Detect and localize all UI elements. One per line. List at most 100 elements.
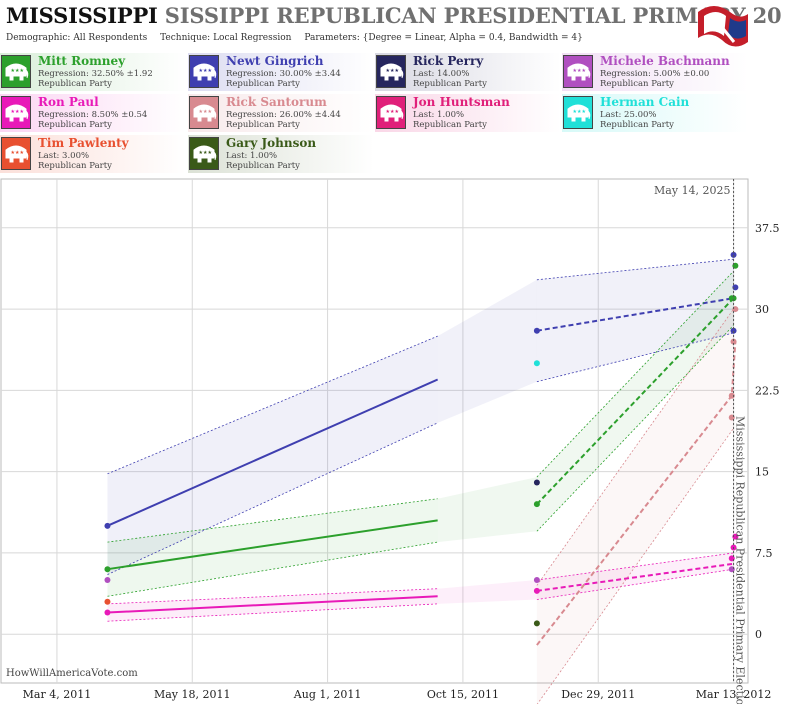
y-tick-label: 37.5 [755,222,780,235]
poll-point [104,609,111,616]
y-tick-label: 7.5 [755,547,773,560]
page-title: MISSISSIPPI SISSIPPI REPUBLICAN PRESIDEN… [6,3,782,28]
elephant-icon: ★★★ [563,55,593,88]
elephant-icon: ★★★ [189,55,219,88]
candidate-card[interactable]: ★★★ Tim Pawlenty Last: 3.00% Republican Par… [0,135,186,173]
candidate-party: Republican Party [226,79,300,89]
candidate-name: Michele Bachmann [600,54,730,68]
parameters-value: {Degree = Linear, Alpha = 0.4, Bandwidth… [362,33,583,43]
svg-text:★★★: ★★★ [11,109,25,115]
poll-point [730,338,737,345]
poll-point [104,522,111,529]
poll-point [533,479,540,486]
flag-icon [698,6,748,47]
poll-point [104,577,111,584]
y-tick-label: 0 [755,628,762,641]
projection-upper-line [536,552,734,581]
candidate-stat: Regression: 5.00% ±0.00 [600,69,710,79]
parameters-line: Demographic: All Respondents Technique: … [6,33,583,43]
band-upper-line [107,588,438,605]
projection-lower-line [536,332,734,383]
election-label: Mississippi Republican Presidential Prim… [734,416,747,704]
projection-line [536,562,734,592]
elephant-icon: ★★★ [1,96,31,129]
candidate-party: Republican Party [38,79,112,89]
confidence-band [107,336,438,575]
candidate-stat: Last: 3.00% [38,151,90,161]
candidate-stat: Regression: 30.00% ±3.44 [226,69,341,79]
poll-point [533,587,540,594]
elephant-icon: ★★★ [1,137,31,170]
x-tick-label: Mar 4, 2011 [23,688,92,701]
title-rest: SISSIPPI REPUBLICAN PRESIDENTIAL PRIMARY… [164,3,782,28]
projection-band [536,309,734,704]
poll-point [104,598,111,605]
candidate-party: Republican Party [38,161,112,171]
candidate-party: Republican Party [226,161,300,171]
projection-upper-line [536,258,734,281]
poll-point [533,360,540,367]
candidate-card[interactable]: ★★★ Rick Santorum Regression: 26.00% ±4.44… [188,94,374,132]
candidate-name: Mitt Romney [38,54,126,68]
svg-text:★★★: ★★★ [199,109,213,115]
parameters-label: Parameters: [304,33,360,43]
candidate-name: Rick Santorum [226,95,327,109]
candidate-card[interactable]: ★★★ Newt Gingrich Regression: 30.00% ±3.44… [188,53,374,91]
poll-chart: Mar 4, 2011 May 18, 2011 Aug 1, 2011 Oct 15… [0,178,780,704]
projection-lower-line [536,568,734,600]
projection-band [536,259,734,382]
current-date-label: May 14, 2025 [654,184,731,197]
candidate-name: Tim Pawlenty [38,136,129,150]
poll-point [104,566,111,573]
candidate-card[interactable]: ★★★ Rick Perry Last: 14.00% Republican Part… [375,53,561,91]
elephant-icon: ★★★ [1,55,31,88]
candidate-stat: Regression: 32.50% ±1.92 [38,69,153,79]
projection-band [536,552,734,600]
source-credit: HowWillAmericaVote.com [6,668,138,679]
svg-text:★★★: ★★★ [199,150,213,156]
candidate-party: Republican Party [413,79,487,89]
elephant-icon: ★★★ [563,96,593,129]
candidate-card[interactable]: ★★★ Michele Bachmann Regression: 5.00% ±0.… [562,53,748,91]
candidate-stat: Last: 1.00% [413,110,465,120]
svg-text:★★★: ★★★ [199,68,213,74]
elephant-icon: ★★★ [376,55,406,88]
trend-line [107,519,438,571]
poll-point [533,501,540,508]
band-lower-line [107,603,438,622]
poll-point [533,620,540,627]
candidate-party: Republican Party [600,120,674,130]
projection-upper-line [536,308,734,586]
y-tick-label: 15 [755,466,769,479]
poll-point [730,327,737,334]
projection-line [536,297,734,332]
candidate-card[interactable]: ★★★ Ron Paul Regression: 8.50% ±0.54 Republ… [0,94,186,132]
svg-text:★★★: ★★★ [573,68,587,74]
svg-text:★★★: ★★★ [11,68,25,74]
candidate-party: Republican Party [600,79,674,89]
x-tick-label: Mar 13, 2012 [696,688,772,701]
x-tick-label: Aug 1, 2011 [293,688,362,701]
candidate-card[interactable]: ★★★ Mitt Romney Regression: 32.50% ±1.92 Re… [0,53,186,91]
demographic-value: All Respondents [73,33,148,43]
x-tick-label: Dec 29, 2011 [561,688,635,701]
title-state: MISSISSIPPI [6,3,158,28]
candidate-stat: Regression: 26.00% ±4.44 [226,110,341,120]
technique-value: Local Regression [213,33,292,43]
candidate-card[interactable]: ★★★ Jon Huntsman Last: 1.00% Republican Par… [375,94,561,132]
candidate-name: Rick Perry [413,54,484,68]
candidate-party: Republican Party [413,120,487,130]
candidate-stat: Last: 25.00% [600,110,657,120]
y-tick-label: 22.5 [755,384,780,397]
candidate-stat: Regression: 8.50% ±0.54 [38,110,148,120]
svg-text:★★★: ★★★ [386,109,400,115]
elephant-icon: ★★★ [189,96,219,129]
band-lower-line [107,422,438,575]
candidate-card[interactable]: ★★★ Gary Johnson Last: 1.00% Republican Par… [188,135,374,173]
candidate-card[interactable]: ★★★ Herman Cain Last: 25.00% Republican Par… [562,94,748,132]
candidate-stat: Last: 14.00% [413,69,470,79]
poll-point [730,251,737,258]
trend-line [107,595,438,614]
svg-text:★★★: ★★★ [573,109,587,115]
candidate-party: Republican Party [226,120,300,130]
